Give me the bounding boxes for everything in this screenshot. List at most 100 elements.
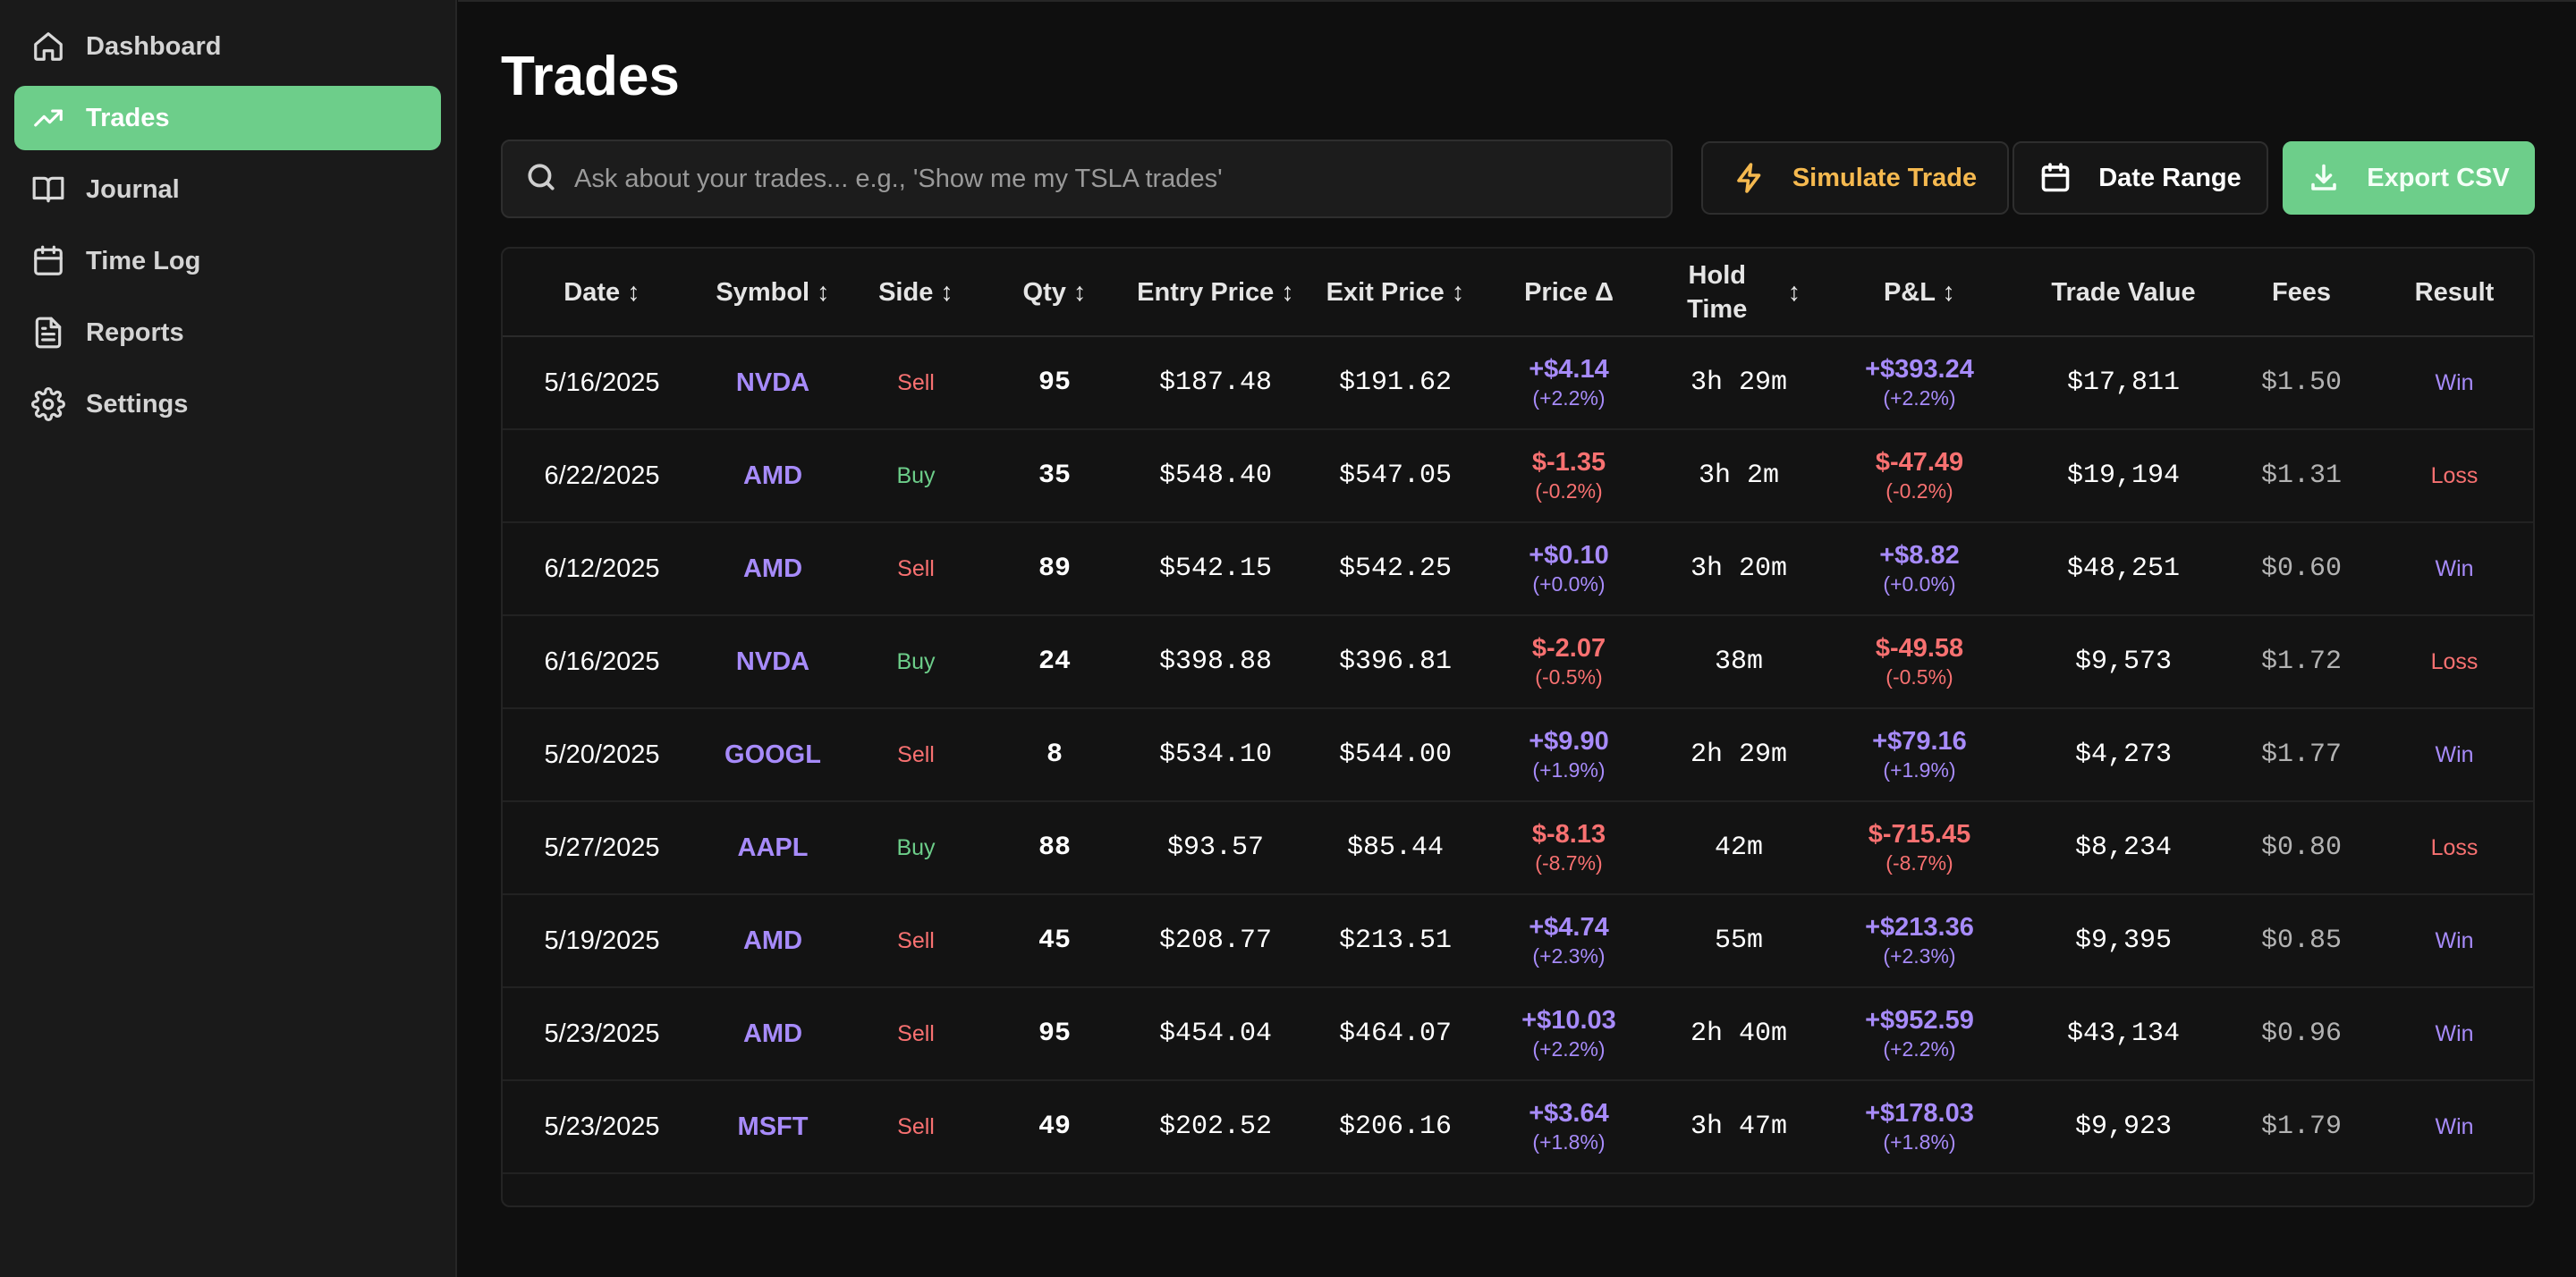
price-delta-percent: (-0.2%) xyxy=(1535,479,1603,503)
sidebar: Dashboard Trades Journal Time Log Report… xyxy=(0,0,457,1277)
sidebar-item-reports[interactable]: Reports xyxy=(14,300,441,365)
cell-exit-price: $85.44 xyxy=(1309,801,1481,895)
cell-symbol[interactable]: MSFT xyxy=(701,1080,844,1174)
sidebar-item-time-log[interactable]: Time Log xyxy=(14,229,441,293)
main-content: Trades Simulate Trade Date Range Export … xyxy=(458,0,2576,1277)
price-delta-percent: (+2.3%) xyxy=(1532,944,1606,968)
cell-pnl: $-47.49 (-0.2%) xyxy=(1821,429,2018,523)
date-range-label: Date Range xyxy=(2098,163,2241,192)
table-row[interactable]: 5/20/2025 GOOGL Sell 8 $534.10 $544.00 +$9.90(… xyxy=(503,708,2533,802)
pnl-percent: (-0.5%) xyxy=(1885,665,1953,689)
table-row[interactable]: 6/22/2025 AMD Buy 35 $548.40 $547.05 $-1.35 (-0… xyxy=(503,429,2533,523)
cell-hold-time xyxy=(1657,1173,1821,1205)
pnl-value: +$8.82 xyxy=(1879,541,1960,570)
cell-fees: $0.85 xyxy=(2229,894,2374,988)
column-header-price-delta: Price Δ xyxy=(1481,249,1657,337)
cell-symbol[interactable]: NVDA xyxy=(701,615,844,709)
column-header-pnl[interactable]: P&L ↕ xyxy=(1821,249,2018,337)
table-row[interactable]: 6/12/2025 AMD Sell 89 $542.15 $542.25 +$0.10 (+… xyxy=(503,522,2533,616)
table-row[interactable]: 5/27/2025 AAPL Buy 88 $93.57 $85.44 $-8.13 (-8.… xyxy=(503,801,2533,895)
sidebar-item-trades[interactable]: Trades xyxy=(14,86,441,150)
pnl-percent: (-8.7%) xyxy=(1885,851,1953,875)
trades-table-container[interactable]: Date ↕ Symbol ↕ Side ↕ Qty ↕ Entry Price… xyxy=(501,247,2535,1207)
cell-price-delta: +$6.31 xyxy=(1481,1173,1657,1205)
column-header-exit-price[interactable]: Exit Price ↕ xyxy=(1309,249,1481,337)
cell-symbol[interactable]: GOOGL xyxy=(701,708,844,802)
date-range-button[interactable]: Date Range xyxy=(2012,141,2268,215)
cell-symbol[interactable]: AMD xyxy=(701,522,844,616)
column-header-symbol[interactable]: Symbol ↕ xyxy=(701,249,844,337)
cell-side: Buy xyxy=(844,429,987,523)
cell-result: Win xyxy=(2374,894,2533,988)
table-row[interactable]: 5/23/2025 MSFT Sell 49 $202.52 $206.16 +$3.64(… xyxy=(503,1080,2533,1174)
cell-symbol[interactable] xyxy=(701,1173,844,1205)
table-row[interactable]: 5/23/2025 AMD Sell 95 $454.04 $464.07 +$10.03(… xyxy=(503,987,2533,1081)
column-header-qty[interactable]: Qty ↕ xyxy=(987,249,1122,337)
cell-pnl: +$8.82 (+0.0%) xyxy=(1821,522,2018,616)
simulate-trade-button[interactable]: Simulate Trade xyxy=(1701,141,2009,215)
cell-qty: 8 xyxy=(987,708,1122,802)
cell-result xyxy=(2374,1173,2533,1205)
cell-fees xyxy=(2229,1173,2374,1205)
cell-side: Sell xyxy=(844,522,987,616)
cell-result: Loss xyxy=(2374,801,2533,895)
sidebar-item-label: Reports xyxy=(86,317,184,347)
cell-price-delta: +$10.03 (+2.2%) xyxy=(1481,987,1657,1081)
cell-date: 5/23/2025 xyxy=(503,1080,701,1174)
cell-qty: 49 xyxy=(987,1080,1122,1174)
cell-price-delta: $-1.35 (-0.2%) xyxy=(1481,429,1657,523)
sidebar-item-settings[interactable]: Settings xyxy=(14,372,441,436)
cell-entry-price: $398.88 xyxy=(1122,615,1309,709)
cell-trade-value: $8,234 xyxy=(2018,801,2229,895)
column-header-hold-time[interactable]: Hold Time ↕ xyxy=(1657,249,1821,337)
table-row[interactable]: 5/16/2025 NVDA Sell 95 $187.48 $191.62 +$4.14(… xyxy=(503,336,2533,430)
cell-qty: 35 xyxy=(987,429,1122,523)
column-header-date[interactable]: Date ↕ xyxy=(503,249,701,337)
cell-exit-price: $544.00 xyxy=(1309,708,1481,802)
price-delta-percent: (+0.0%) xyxy=(1532,572,1606,596)
cell-price-delta: +$4.14 (+2.2%) xyxy=(1481,336,1657,430)
cell-hold-time: 2h 40m xyxy=(1657,987,1821,1081)
price-delta-percent: (-8.7%) xyxy=(1535,851,1603,875)
cell-trade-value: $4,273 xyxy=(2018,708,2229,802)
cell-exit-price: $191.62 xyxy=(1309,336,1481,430)
cell-entry-price: $454.04 xyxy=(1122,987,1309,1081)
column-header-trade-value: Trade Value xyxy=(2018,249,2229,337)
price-delta-value: +$10.03 xyxy=(1521,1006,1616,1035)
search-input[interactable] xyxy=(574,164,1648,194)
cell-symbol[interactable]: AMD xyxy=(701,987,844,1081)
cell-symbol[interactable]: AAPL xyxy=(701,801,844,895)
cell-symbol[interactable]: AMD xyxy=(701,894,844,988)
cell-exit-price: $396.81 xyxy=(1309,615,1481,709)
cell-symbol[interactable]: NVDA xyxy=(701,336,844,430)
cell-side: Sell xyxy=(844,987,987,1081)
cell-entry-price: $542.15 xyxy=(1122,522,1309,616)
pnl-value: +$213.36 xyxy=(1865,913,1974,942)
pnl-value: $-49.58 xyxy=(1875,634,1964,663)
column-header-side[interactable]: Side ↕ xyxy=(844,249,987,337)
cell-qty: 45 xyxy=(987,894,1122,988)
page-title: Trades xyxy=(501,46,680,107)
export-csv-button[interactable]: Export CSV xyxy=(2283,141,2535,215)
trades-table: Date ↕ Symbol ↕ Side ↕ Qty ↕ Entry Price… xyxy=(503,249,2533,1205)
table-row[interactable]: +$6.31 +$605.80 xyxy=(503,1173,2533,1205)
cell-exit-price: $213.51 xyxy=(1309,894,1481,988)
cell-qty: 95 xyxy=(987,336,1122,430)
column-header-entry-price[interactable]: Entry Price ↕ xyxy=(1122,249,1309,337)
search-bar[interactable] xyxy=(501,140,1673,218)
sidebar-item-journal[interactable]: Journal xyxy=(14,157,441,222)
table-row[interactable]: 5/19/2025 AMD Sell 45 $208.77 $213.51 +$4.74 (+… xyxy=(503,894,2533,988)
search-icon xyxy=(524,160,558,199)
cell-symbol[interactable]: AMD xyxy=(701,429,844,523)
sidebar-item-dashboard[interactable]: Dashboard xyxy=(14,14,441,79)
document-icon xyxy=(30,315,66,351)
pnl-value: $-47.49 xyxy=(1875,448,1964,477)
table-row[interactable]: 6/16/2025 NVDA Buy 24 $398.88 $396.81 $-2.07 (-… xyxy=(503,615,2533,709)
cell-fees: $1.79 xyxy=(2229,1080,2374,1174)
pnl-value: +$79.16 xyxy=(1872,727,1967,756)
cell-price-delta: +$3.64 (+1.8%) xyxy=(1481,1080,1657,1174)
cell-side: Sell xyxy=(844,336,987,430)
cell-date xyxy=(503,1173,701,1205)
price-delta-percent: (-0.5%) xyxy=(1535,665,1603,689)
cell-entry-price: $93.57 xyxy=(1122,801,1309,895)
